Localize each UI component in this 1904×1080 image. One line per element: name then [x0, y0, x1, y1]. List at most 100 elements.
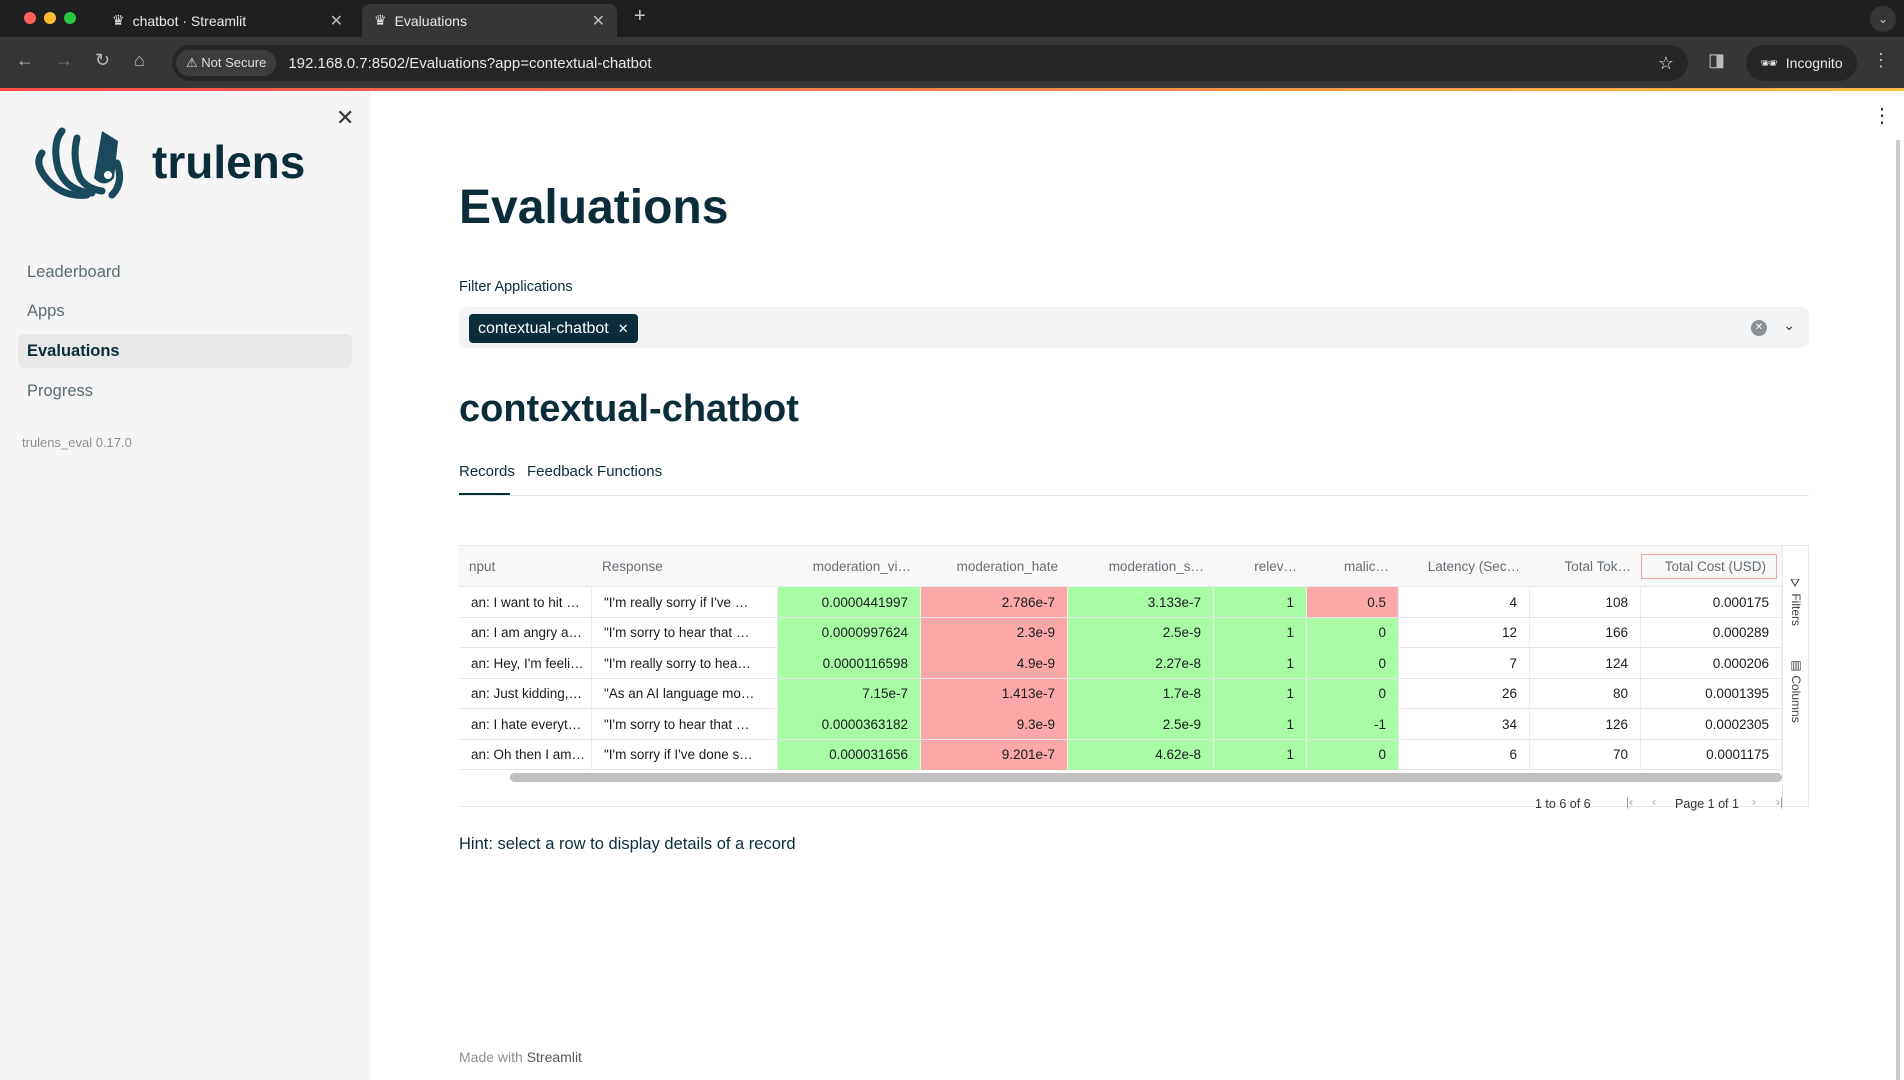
new-tab-button[interactable]: + — [634, 5, 646, 27]
footer: Made with Streamlit — [459, 1049, 582, 1065]
app-menu-icon[interactable]: ⋮ — [1872, 105, 1892, 127]
table-cell: 0.0000363182 — [778, 709, 921, 739]
clear-all-icon[interactable]: ✕ — [1751, 320, 1767, 336]
address-bar[interactable]: ⚠ Not Secure 192.168.0.7:8502/Evaluation… — [172, 45, 1688, 81]
version-label: trulens_eval 0.17.0 — [22, 435, 132, 450]
reload-icon[interactable]: ↻ — [95, 50, 111, 70]
table-cell: an: I am angry a… — [459, 617, 592, 648]
sidebar-item-apps[interactable]: Apps — [27, 301, 65, 320]
horizontal-scrollbar[interactable] — [510, 773, 1782, 782]
close-tab-icon[interactable]: ✕ — [329, 12, 343, 30]
tab-title: chatbot · Streamlit — [132, 12, 247, 29]
bookmark-star-icon[interactable]: ☆ — [1657, 52, 1674, 73]
column-header[interactable]: Latency (Sec… — [1427, 559, 1520, 574]
page-title: Evaluations — [459, 181, 729, 234]
table-cell: 0 — [1307, 739, 1399, 770]
previous-page-icon[interactable]: ‹ — [1652, 795, 1656, 809]
column-header[interactable]: relev… — [1254, 559, 1297, 574]
sidebar-item-progress[interactable]: Progress — [27, 381, 94, 400]
first-page-icon[interactable]: |‹ — [1626, 795, 1634, 809]
back-icon[interactable]: ← — [16, 50, 34, 70]
table-cell: 0 — [1307, 678, 1399, 709]
table-cell: 0.0001175 — [1641, 739, 1782, 770]
sidebar: ✕ trulens Leaderboard Apps Evaluations P… — [0, 91, 370, 1080]
page-scrollbar[interactable] — [1896, 140, 1900, 1080]
columns-panel-button[interactable]: ▥ Columns — [1789, 658, 1803, 723]
table-cell: 26 — [1399, 678, 1530, 709]
table-row[interactable]: an: I want to hit … "I'm really sorry if … — [459, 587, 1782, 618]
table-cell: an: I want to hit … — [459, 587, 592, 617]
table-cell: 3.133e-7 — [1068, 587, 1214, 617]
column-header[interactable]: Total Tok… — [1564, 559, 1631, 574]
sidebar-item-evaluations[interactable]: Evaluations — [18, 334, 352, 368]
column-header[interactable]: moderation_s… — [1108, 559, 1204, 574]
filters-panel-button[interactable]: ⛛ Filters — [1789, 578, 1803, 627]
column-header[interactable]: moderation_hate — [956, 559, 1058, 574]
table-cell: an: Oh then I am… — [459, 739, 592, 770]
maximize-window-button[interactable] — [64, 12, 76, 24]
crown-icon: ♛ — [112, 12, 125, 28]
next-page-icon[interactable]: › — [1752, 795, 1756, 809]
minimize-window-button[interactable] — [44, 12, 56, 24]
table-cell: 4.62e-8 — [1068, 739, 1214, 770]
url-text[interactable]: 192.168.0.7:8502/Evaluations?app=context… — [288, 54, 652, 72]
grid-header: nput Response moderation_vi… moderation_hat… — [459, 546, 1782, 587]
sidebar-item-leaderboard[interactable]: Leaderboard — [27, 262, 121, 281]
table-cell: 0.5 — [1307, 587, 1399, 617]
selected-app-chip: contextual-chatbot ✕ — [469, 314, 638, 343]
table-cell: 1 — [1214, 587, 1307, 617]
filter-applications-multiselect[interactable]: contextual-chatbot ✕ ✕ ⌄ — [459, 307, 1809, 348]
table-row[interactable]: an: I am angry a… "I'm sorry to hear that… — [459, 617, 1782, 648]
table-cell: "I'm really sorry if I've … — [592, 587, 778, 617]
column-header[interactable]: moderation_vi… — [812, 559, 911, 574]
table-cell: 2.5e-9 — [1068, 709, 1214, 739]
home-icon[interactable]: ⌂ — [134, 50, 145, 70]
table-cell: 1.7e-8 — [1068, 678, 1214, 709]
table-cell: 124 — [1530, 648, 1641, 678]
table-cell: 12 — [1399, 617, 1530, 648]
table-cell: "I'm really sorry to hea… — [592, 648, 778, 678]
tab-feedback-functions[interactable]: Feedback Functions — [527, 463, 663, 480]
table-cell: "I'm sorry if I've done s… — [592, 739, 778, 770]
tab-records[interactable]: Records — [459, 463, 515, 480]
column-header[interactable]: malic… — [1343, 559, 1389, 574]
close-sidebar-icon[interactable]: ✕ — [336, 105, 355, 130]
browser-tab-active[interactable]: ♛ Evaluations ✕ — [362, 4, 617, 37]
side-panel-icon[interactable]: ◨ — [1708, 50, 1726, 70]
close-tab-icon[interactable]: ✕ — [591, 12, 605, 30]
table-row[interactable]: an: Hey, I'm feeli… "I'm really sorry to … — [459, 648, 1782, 679]
table-cell: an: I hate everyt… — [459, 709, 592, 739]
table-row[interactable]: an: Oh then I am… "I'm sorry if I've done… — [459, 739, 1782, 770]
table-cell: 0.000175 — [1641, 587, 1782, 617]
table-cell: 2.27e-8 — [1068, 648, 1214, 678]
last-page-icon[interactable]: ›| — [1776, 795, 1784, 809]
table-cell: "I'm sorry to hear that … — [592, 617, 778, 648]
table-row[interactable]: an: I hate everyt… "I'm sorry to hear tha… — [459, 709, 1782, 740]
security-indicator[interactable]: ⚠ Not Secure — [176, 50, 277, 76]
page-indicator: Page 1 of 1 — [1675, 797, 1739, 811]
column-header[interactable]: Total Cost (USD) — [1641, 554, 1777, 579]
column-header[interactable]: nput — [469, 559, 496, 574]
filters-label: Filters — [1789, 593, 1803, 627]
table-cell: 0.0000997624 — [778, 617, 921, 648]
table-cell: 2.5e-9 — [1068, 617, 1214, 648]
chevron-down-icon[interactable]: ⌄ — [1783, 317, 1795, 333]
incognito-profile[interactable]: 🕶 Incognito — [1746, 45, 1857, 81]
table-cell: 34 — [1399, 709, 1530, 739]
grid-side-bar: ⛛ Filters ▥ Columns — [1782, 546, 1808, 806]
streamlit-link[interactable]: Streamlit — [526, 1049, 582, 1065]
tab-search-button[interactable]: ⌄ — [1870, 6, 1896, 32]
close-window-button[interactable] — [24, 12, 36, 24]
column-header[interactable]: Response — [602, 559, 663, 574]
remove-chip-icon[interactable]: ✕ — [617, 320, 629, 336]
table-row[interactable]: an: Just kidding,… "As an AI language mo…… — [459, 678, 1782, 709]
forward-icon[interactable]: → — [55, 50, 73, 70]
table-cell: 70 — [1530, 739, 1641, 770]
table-cell: 1 — [1214, 709, 1307, 739]
table-cell: "I'm sorry to hear that … — [592, 709, 778, 739]
table-cell: 7 — [1399, 648, 1530, 678]
table-cell: an: Hey, I'm feeli… — [459, 648, 592, 678]
browser-menu-icon[interactable]: ⋮ — [1872, 50, 1890, 70]
browser-tab[interactable]: ♛ chatbot · Streamlit ✕ — [100, 4, 355, 37]
trulens-squid-logo-icon — [35, 127, 124, 199]
